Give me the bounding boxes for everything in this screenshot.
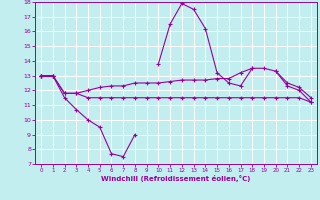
X-axis label: Windchill (Refroidissement éolien,°C): Windchill (Refroidissement éolien,°C) bbox=[101, 175, 251, 182]
